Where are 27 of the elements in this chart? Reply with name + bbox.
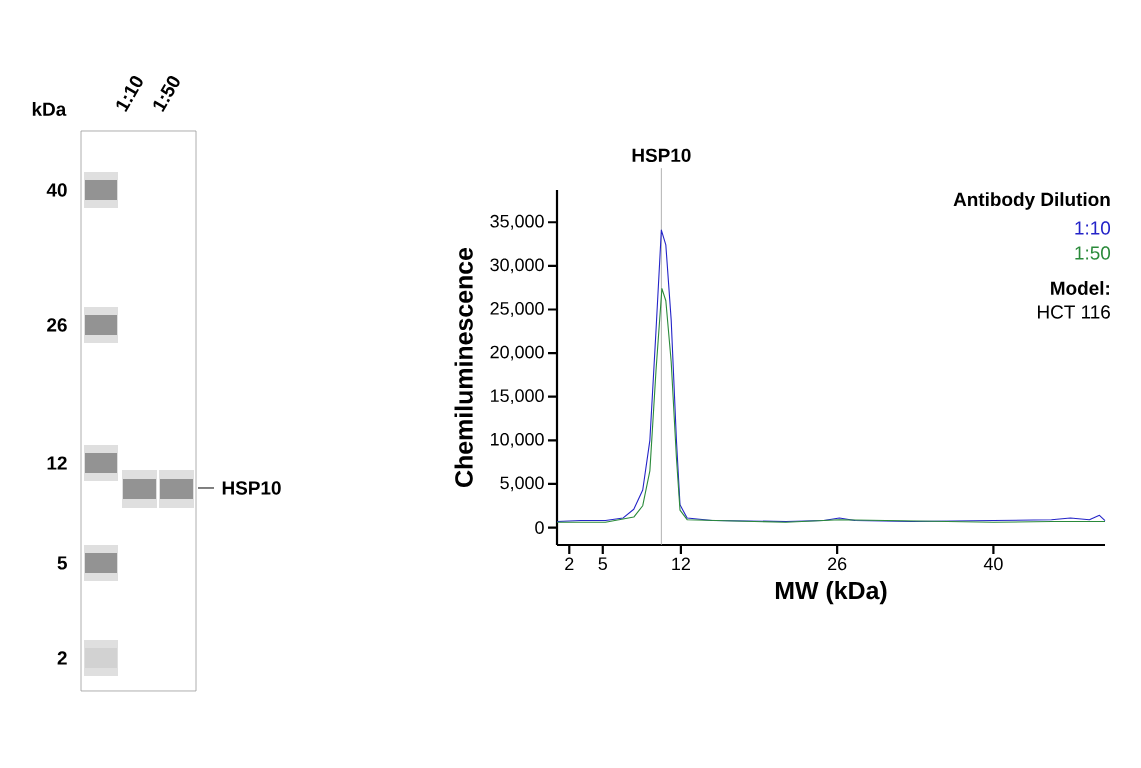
text: 40 [46, 183, 67, 197]
y-tick-label: 35,000 [490, 214, 544, 230]
y-tick-label: 10,000 [491, 432, 544, 448]
x-tick-label: 40 [983, 557, 1003, 571]
x-tick-label: 26 [828, 557, 847, 571]
x-tick-label: 5 [598, 557, 607, 571]
annotation: HCT 116 [1038, 305, 1110, 319]
x-tick-label: 12 [672, 557, 690, 571]
x-tick-label: 2 [565, 557, 574, 571]
y-tick-label: 0 [535, 521, 544, 534]
ref-line-label: HSP10 [632, 148, 691, 163]
text: 12 [47, 456, 67, 470]
text: kDa [32, 102, 67, 116]
y-tick-label: 15,000 [491, 389, 544, 405]
text: 2 [57, 651, 67, 665]
text: 1:10 [1075, 221, 1111, 235]
text: 26 [47, 318, 67, 332]
y-tick-label: 30,000 [490, 258, 544, 274]
annotation: Model: [1051, 281, 1109, 295]
text: HSP10 [222, 481, 281, 495]
y-tick-label: 25,000 [490, 302, 544, 317]
legend-title: Antibody Dilution [953, 192, 1110, 210]
x-axis-title: MW (kDa) [775, 581, 887, 605]
text: 1:50 [1075, 246, 1111, 260]
y-tick-label: 5,000 [500, 476, 544, 492]
y-tick-label: 20,000 [490, 345, 544, 361]
y-axis-title: Chemiluminescence [454, 247, 473, 487]
